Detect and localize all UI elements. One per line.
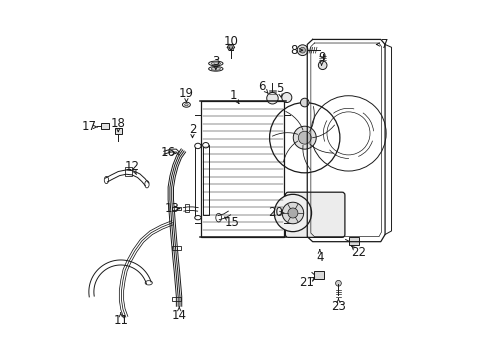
Circle shape [299,47,305,53]
Text: 5: 5 [275,82,283,95]
Circle shape [298,131,310,144]
Text: 22: 22 [350,246,366,259]
Text: 3: 3 [212,55,219,68]
Circle shape [281,93,291,103]
Bar [314,271,324,279]
Text: 15: 15 [224,216,239,229]
Text: 23: 23 [330,300,345,313]
Text: 14: 14 [171,309,186,322]
Ellipse shape [211,62,220,65]
Text: 18: 18 [111,117,125,130]
Text: 9: 9 [317,51,325,64]
Text: 21: 21 [298,276,313,289]
Text: 10: 10 [223,35,238,49]
Ellipse shape [144,181,149,188]
Bar [101,123,109,129]
Text: 7: 7 [380,38,387,51]
Ellipse shape [215,213,221,222]
Ellipse shape [208,67,223,71]
Bar [203,145,208,215]
Ellipse shape [202,143,208,148]
Bar [125,167,132,176]
Ellipse shape [182,102,190,107]
Text: 11: 11 [113,314,128,327]
Text: 16: 16 [161,145,176,158]
Text: 4: 4 [315,251,323,264]
Bar [172,246,180,250]
Ellipse shape [194,216,201,220]
Circle shape [335,280,341,286]
Circle shape [266,93,278,104]
Text: 19: 19 [179,87,194,100]
Bar [195,146,201,218]
Bar [201,101,284,237]
Circle shape [287,208,297,218]
Bar [348,237,358,245]
Circle shape [297,45,307,55]
Circle shape [228,45,233,49]
Ellipse shape [145,281,152,285]
Bar [172,207,180,211]
Text: 17: 17 [82,121,97,134]
Ellipse shape [104,176,108,184]
Ellipse shape [211,67,220,70]
Circle shape [282,202,303,224]
Text: 12: 12 [125,160,140,173]
Text: 2: 2 [188,123,196,136]
Ellipse shape [184,104,188,106]
Text: 20: 20 [268,207,283,220]
Circle shape [300,98,308,107]
Ellipse shape [194,143,201,149]
Text: 8: 8 [290,44,297,57]
Bar [115,128,122,134]
Text: 1: 1 [229,89,237,102]
Circle shape [293,126,316,149]
Ellipse shape [208,61,223,66]
Text: 6: 6 [258,80,265,93]
FancyBboxPatch shape [285,192,344,237]
Circle shape [318,61,326,69]
Text: 13: 13 [164,202,179,215]
Circle shape [274,194,311,231]
Bar [172,297,180,301]
Bar [184,204,189,212]
